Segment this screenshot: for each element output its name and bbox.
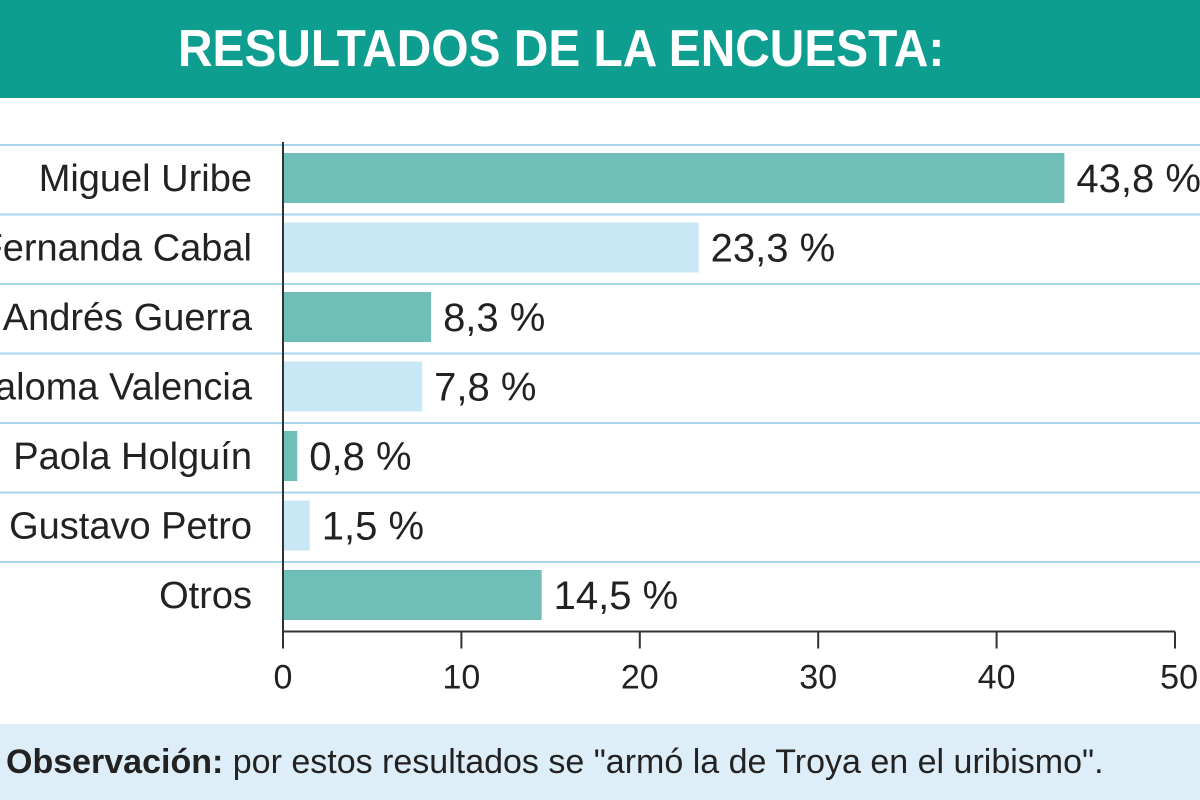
x-tick-label: 50 [1160, 659, 1198, 697]
bar [284, 153, 1065, 203]
value-label: 23,3 % [711, 227, 836, 271]
x-tick-label: 10 [442, 659, 480, 697]
bar [284, 500, 310, 551]
category-label: Paloma Valencia [0, 367, 253, 409]
category-label: Otros [159, 575, 252, 617]
value-label: 43,8 % [1076, 157, 1200, 201]
bar-chart: Miguel Uribe 43,8 % Fernanda Cabal 23,3 % An… [0, 142, 1200, 697]
value-label: 0,8 % [309, 435, 411, 479]
category-label: Gustavo Petro [9, 506, 252, 548]
observation-note: Observación: por estos resultados se "ar… [0, 724, 1200, 800]
category-label: Miguel Uribe [39, 158, 252, 200]
observation-label: Observación: [6, 743, 224, 781]
chart-title: RESULTADOS DE LA ENCUESTA: [178, 20, 945, 78]
bar [284, 292, 432, 342]
value-label: 1,5 % [322, 505, 424, 549]
category-label: Paola Holguín [13, 436, 252, 478]
value-label: 7,8 % [434, 366, 536, 410]
observation-text: por estos resultados se "armó la de Troy… [223, 743, 1104, 781]
x-tick-label: 30 [799, 659, 837, 697]
category-label: Fernanda Cabal [0, 228, 252, 270]
bar [284, 431, 298, 481]
header-banner: RESULTADOS DE LA ENCUESTA: [0, 0, 1200, 98]
x-tick-label: 40 [978, 659, 1016, 697]
x-tick-label: 0 [274, 659, 293, 697]
x-tick-label: 20 [621, 659, 659, 697]
bar [284, 361, 423, 412]
category-label: Andrés Guerra [3, 297, 253, 339]
value-label: 14,5 % [554, 574, 679, 618]
value-label: 8,3 % [443, 296, 545, 340]
bar [284, 570, 542, 620]
bar [284, 222, 699, 273]
